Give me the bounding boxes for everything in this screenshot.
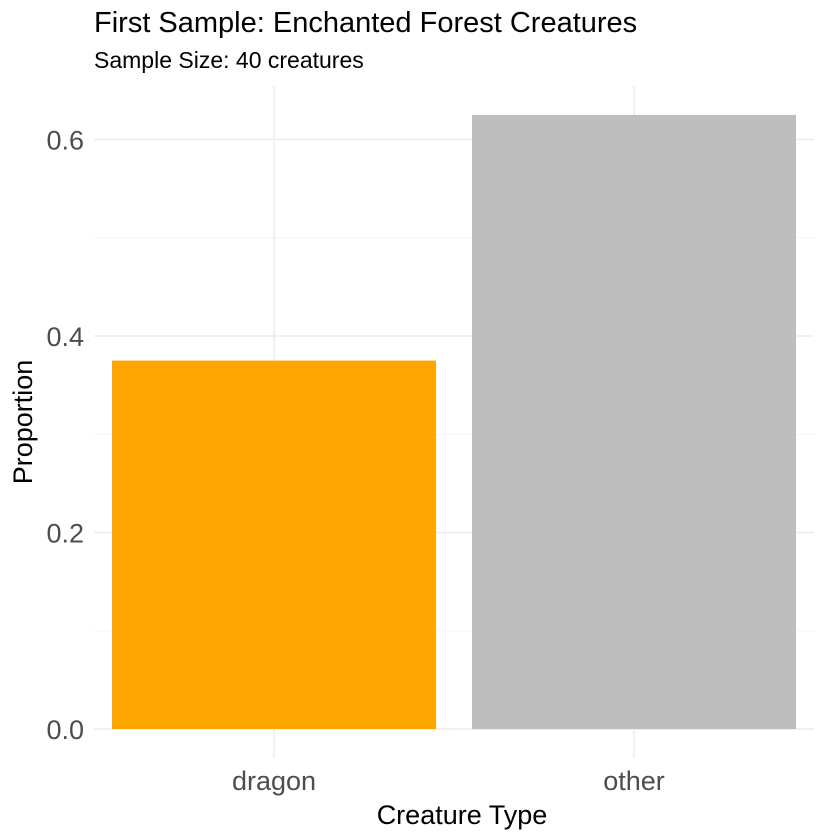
y-axis-title: Proportion [8, 360, 38, 485]
x-tick-label-dragon: dragon [232, 766, 316, 796]
bar-other [472, 114, 796, 729]
chart-title: First Sample: Enchanted Forest Creatures [94, 7, 637, 39]
x-axis-title: Creature Type [377, 800, 548, 830]
y-axis-ticks: 0.0 0.2 0.4 0.6 [46, 126, 84, 746]
y-tick-label: 0.6 [46, 126, 84, 156]
bars [112, 114, 796, 729]
x-axis-ticks: dragon other [232, 766, 665, 796]
bar-dragon [112, 360, 436, 729]
y-tick-label: 0.0 [46, 715, 84, 745]
y-tick-label: 0.4 [46, 322, 84, 352]
y-tick-label: 0.2 [46, 519, 84, 549]
x-tick-label-other: other [603, 766, 665, 796]
chart-subtitle: Sample Size: 40 creatures [94, 47, 364, 73]
